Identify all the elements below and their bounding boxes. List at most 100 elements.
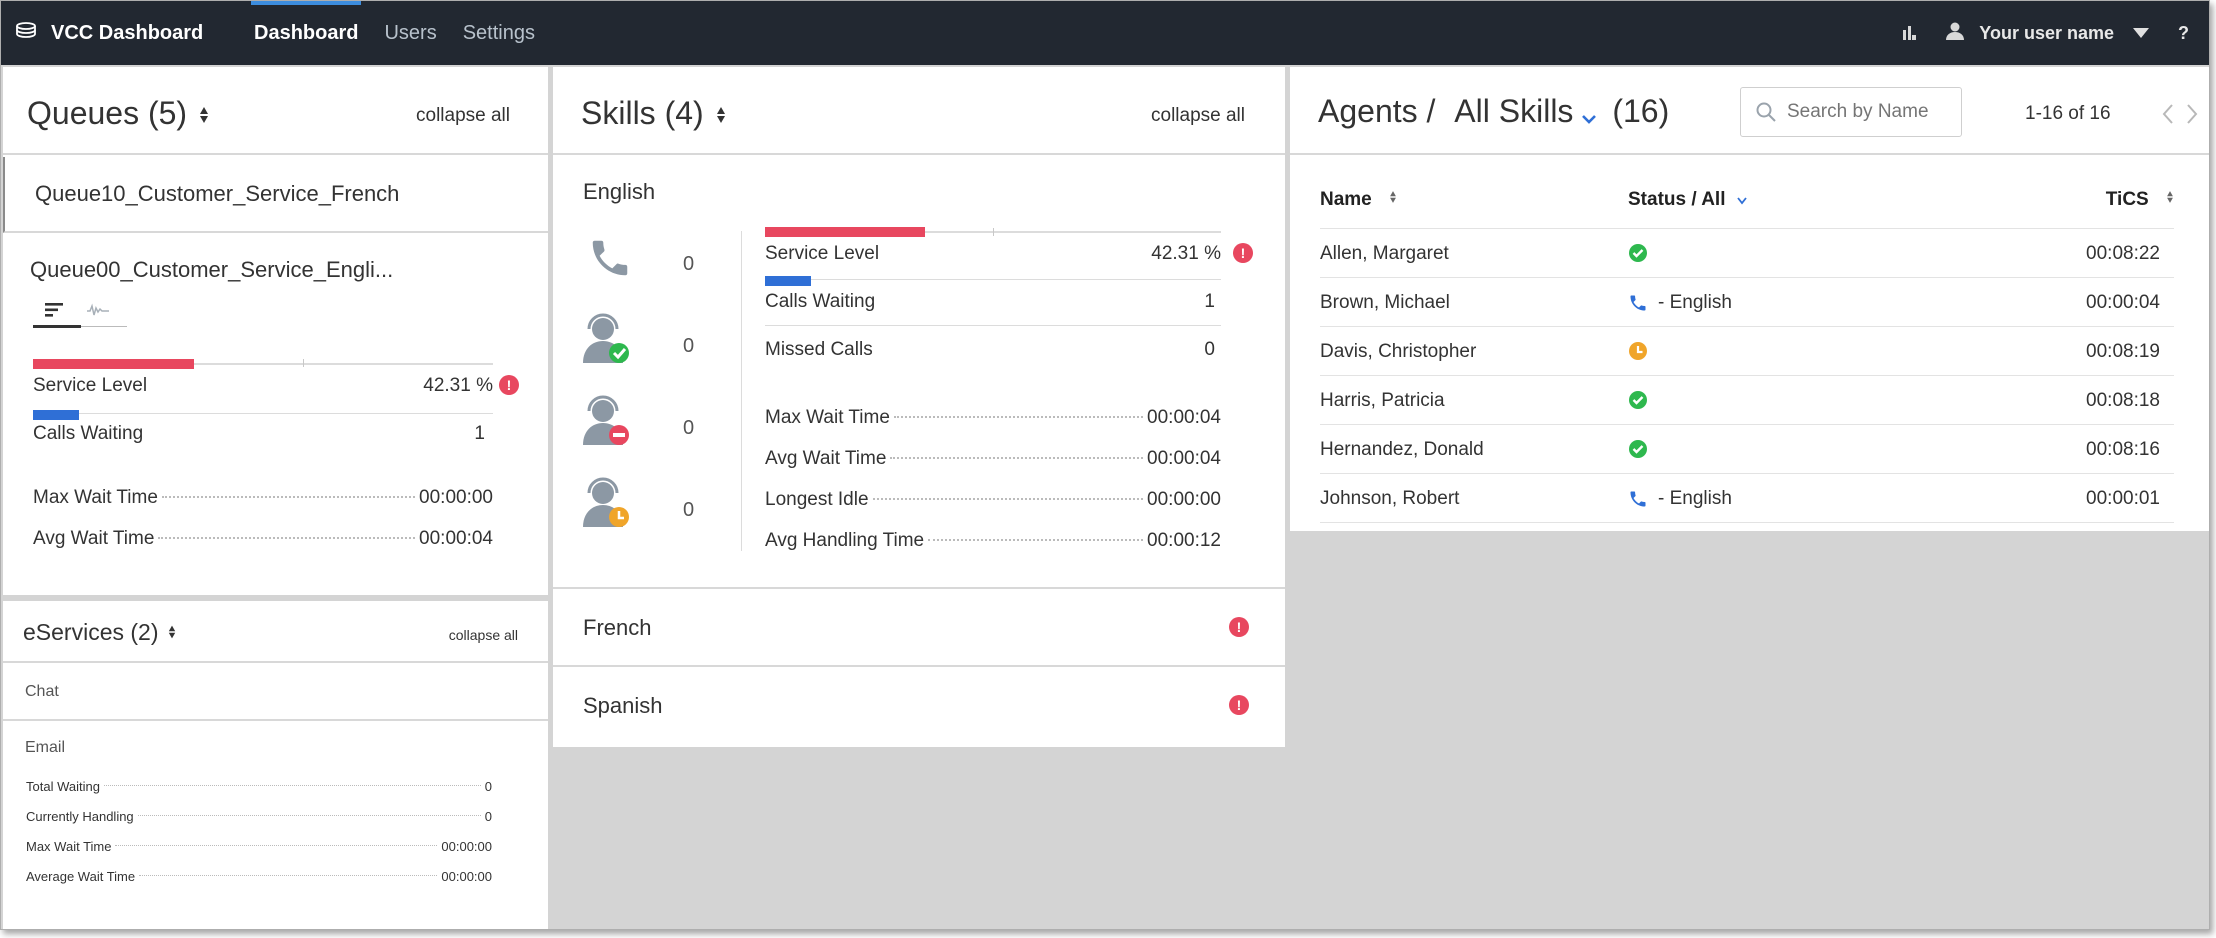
tab-settings[interactable]: Settings bbox=[462, 21, 535, 44]
tab-dashboard[interactable]: Dashboard bbox=[241, 1, 371, 65]
user-icon bbox=[1945, 21, 1965, 46]
ready-status-icon bbox=[1628, 243, 1650, 263]
database-stack-icon bbox=[15, 20, 37, 47]
agent-status bbox=[1628, 341, 1658, 361]
chevron-down-icon bbox=[1581, 95, 1597, 132]
agent-name: Brown, Michael bbox=[1320, 292, 1450, 313]
agent-name: Allen, Margaret bbox=[1320, 243, 1449, 264]
alert-icon: ! bbox=[1233, 243, 1253, 263]
wrap-up-count: 0 bbox=[683, 499, 695, 521]
agent-tics: 00:08:22 bbox=[2086, 243, 2160, 264]
skill-english: English 0 0 0 0 bbox=[553, 157, 1285, 589]
skills-title[interactable]: Skills (4) bbox=[581, 95, 726, 134]
service-level-value: 42.31 % bbox=[423, 375, 493, 396]
email-currently-handling: Currently Handling 0 bbox=[26, 809, 492, 824]
chevron-down-icon bbox=[1737, 189, 1747, 211]
sort-icon bbox=[1389, 189, 1397, 211]
sort-icon bbox=[2166, 189, 2174, 211]
search-input[interactable] bbox=[1787, 96, 1955, 128]
email-item[interactable]: Email Total Waiting 0 Currently Handling 0… bbox=[25, 739, 492, 884]
skills-header: Skills (4) collapse all bbox=[553, 67, 1285, 155]
missed-calls-row: Missed Calls 0 bbox=[765, 339, 1215, 360]
skill-french[interactable]: French ! bbox=[553, 591, 1285, 667]
agent-status-text: - English bbox=[1658, 292, 1732, 313]
alert-icon: ! bbox=[499, 375, 519, 395]
agent-not-ready-icon bbox=[581, 395, 631, 452]
user-name: Your user name bbox=[1979, 22, 2114, 43]
column-status[interactable]: Status / All bbox=[1628, 189, 1747, 211]
service-level-bar bbox=[765, 227, 1221, 237]
topbar-actions: Your user name ? bbox=[1901, 1, 2209, 65]
chevron-right-icon[interactable] bbox=[2186, 103, 2198, 130]
email-avg-wait: Average Wait Time 00:00:00 bbox=[26, 869, 492, 884]
email-total-waiting: Total Waiting 0 bbox=[26, 779, 492, 794]
eservices-title[interactable]: eServices (2) bbox=[23, 619, 176, 647]
bar-chart-icon[interactable] bbox=[1901, 25, 1917, 41]
not-ready-count: 0 bbox=[683, 417, 695, 439]
main-nav: Dashboard Users Settings bbox=[241, 1, 548, 65]
skill-name[interactable]: English bbox=[583, 179, 656, 204]
queues-panel: Queues (5) collapse all Queue10_Customer… bbox=[3, 67, 548, 595]
brand[interactable]: VCC Dashboard bbox=[15, 1, 203, 65]
tab-users[interactable]: Users bbox=[384, 21, 437, 44]
column-tics[interactable]: TiCS bbox=[2106, 189, 2174, 211]
column-name[interactable]: Name bbox=[1320, 189, 1397, 211]
chevron-left-icon[interactable] bbox=[2162, 103, 2174, 130]
agent-name: Davis, Christopher bbox=[1320, 341, 1477, 362]
table-row[interactable]: Harris, Patricia 00:08:18 bbox=[1320, 376, 2174, 425]
queues-collapse-all[interactable]: collapse all bbox=[416, 105, 510, 126]
skills-collapse-all[interactable]: collapse all bbox=[1151, 105, 1245, 126]
service-level-label: Service Level bbox=[33, 375, 148, 396]
app-title: VCC Dashboard bbox=[51, 21, 204, 44]
alert-icon: ! bbox=[1229, 617, 1249, 637]
agents-header: Agents / All Skills (16) 1-16 of 16 bbox=[1290, 67, 2209, 155]
longest-idle-row: Longest Idle 00:00:00 bbox=[765, 489, 1221, 510]
service-level-row: Service Level 42.31 % bbox=[765, 243, 1221, 264]
sort-icon[interactable] bbox=[716, 97, 726, 134]
sort-icon[interactable] bbox=[168, 620, 176, 647]
chat-item[interactable]: Chat bbox=[3, 665, 548, 721]
skill-filter[interactable]: All Skills bbox=[1454, 93, 1597, 129]
ready-status-icon bbox=[1628, 390, 1650, 410]
table-row[interactable]: Davis, Christopher 00:08:19 bbox=[1320, 327, 2174, 376]
table-row[interactable]: Hernandez, Donald 00:08:16 bbox=[1320, 425, 2174, 474]
agent-status bbox=[1628, 439, 1658, 459]
queue-item-expanded: Queue00_Customer_Service_Engli... Servic… bbox=[3, 235, 548, 593]
agents-table: Name Status / All TiCS Allen, Margaret 00… bbox=[1320, 167, 2174, 523]
caret-down-icon bbox=[2132, 23, 2150, 44]
queue-name: Queue10_Customer_Service_French bbox=[35, 181, 400, 206]
agent-name: Harris, Patricia bbox=[1320, 390, 1445, 411]
queue-item[interactable]: Queue10_Customer_Service_French bbox=[3, 157, 548, 233]
user-menu[interactable]: Your user name bbox=[1945, 21, 2150, 46]
avg-handling-row: Avg Handling Time 00:00:12 bbox=[765, 530, 1221, 551]
view-toggle bbox=[33, 303, 127, 328]
agent-tics: 00:00:04 bbox=[2086, 292, 2160, 313]
search-box[interactable] bbox=[1740, 87, 1962, 137]
calls-waiting-bar bbox=[765, 276, 1221, 286]
trend-view-icon[interactable] bbox=[87, 303, 109, 322]
ready-count: 0 bbox=[683, 335, 695, 357]
agents-title: Agents / All Skills (16) bbox=[1318, 93, 1669, 132]
skill-name: French bbox=[583, 615, 652, 640]
phone-icon bbox=[1628, 489, 1650, 509]
agent-name: Hernandez, Donald bbox=[1320, 439, 1484, 460]
avg-wait-row: Avg Wait Time 00:00:04 bbox=[33, 528, 493, 549]
sort-icon[interactable] bbox=[199, 97, 209, 134]
skill-spanish[interactable]: Spanish ! bbox=[553, 669, 1285, 745]
queues-title[interactable]: Queues (5) bbox=[27, 95, 209, 134]
calls-count: 0 bbox=[683, 253, 695, 275]
vertical-divider bbox=[741, 231, 742, 551]
eservices-collapse-all[interactable]: collapse all bbox=[448, 627, 518, 643]
eservices-header: eServices (2) collapse all bbox=[3, 601, 548, 663]
skills-panel: Skills (4) collapse all English 0 0 0 0 bbox=[553, 67, 1285, 747]
queue-name[interactable]: Queue00_Customer_Service_Engli... bbox=[30, 257, 394, 282]
help-button[interactable]: ? bbox=[2178, 22, 2189, 43]
table-row[interactable]: Brown, Michael - English 00:00:04 bbox=[1320, 278, 2174, 327]
table-row[interactable]: Allen, Margaret 00:08:22 bbox=[1320, 229, 2174, 278]
service-level-row: Service Level 42.31 % bbox=[33, 375, 493, 397]
agent-status: - English bbox=[1628, 488, 1732, 510]
agent-status bbox=[1628, 243, 1658, 263]
list-view-icon[interactable] bbox=[45, 303, 65, 322]
max-wait-row: Max Wait Time 00:00:00 bbox=[33, 487, 493, 508]
table-row[interactable]: Johnson, Robert - English 00:00:01 bbox=[1320, 474, 2174, 523]
